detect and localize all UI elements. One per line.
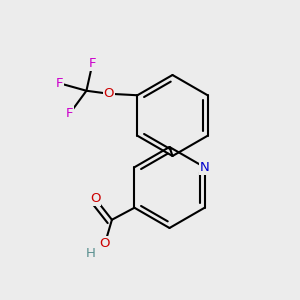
Text: O: O <box>90 192 101 205</box>
Text: F: F <box>89 57 96 70</box>
Text: F: F <box>66 107 74 120</box>
Text: O: O <box>104 87 114 100</box>
Text: O: O <box>99 237 110 250</box>
Text: N: N <box>200 161 209 174</box>
Text: H: H <box>86 247 96 260</box>
Text: F: F <box>56 77 63 90</box>
